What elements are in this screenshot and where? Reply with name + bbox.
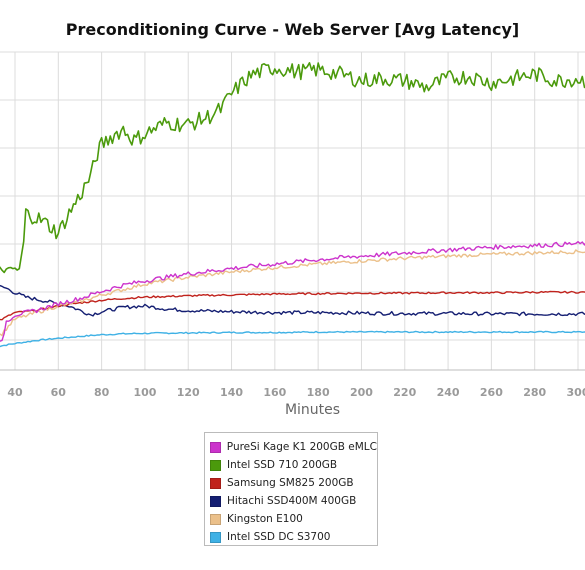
x-axis-title: Minutes bbox=[284, 402, 341, 418]
legend-label: Intel SSD DC S3700 bbox=[227, 531, 331, 543]
legend-item: Intel SSD DC S3700 bbox=[205, 528, 377, 546]
legend-swatch bbox=[210, 513, 221, 525]
legend-item: Hitachi SSD400M 400GB bbox=[205, 492, 377, 510]
legend-label: PureSi Kage K1 200GB eMLC bbox=[226, 441, 377, 453]
legend-item: Samsung SM825 200GB bbox=[205, 474, 377, 492]
legend-label: Samsung SM825 200GB bbox=[227, 477, 354, 489]
x-tick-label: 60 bbox=[51, 386, 67, 399]
x-tick-label: 160 bbox=[263, 386, 286, 399]
legend-swatch bbox=[210, 459, 221, 471]
legend-swatch bbox=[210, 477, 221, 489]
series-line-0 bbox=[0, 240, 585, 343]
x-tick-labels: 40 60 80 100 120 140 160 180 200 220 240 260 280 300 bbox=[7, 386, 585, 399]
x-tick-label: 140 bbox=[220, 386, 243, 399]
legend-item: PureSi Kage K1 200GB eMLC bbox=[205, 438, 377, 456]
legend-label: Intel SSD 710 200GB bbox=[227, 459, 338, 471]
x-tick-label: 180 bbox=[307, 386, 330, 399]
chart-title: Preconditioning Curve - Web Server [Avg … bbox=[65, 20, 520, 39]
x-tick-label: 80 bbox=[94, 386, 110, 399]
legend-label: Kingston E100 bbox=[227, 513, 303, 525]
x-tick-label: 200 bbox=[350, 386, 373, 399]
x-tick-label: 220 bbox=[393, 386, 416, 399]
legend-swatch bbox=[210, 441, 221, 453]
x-tick-label: 40 bbox=[7, 386, 23, 399]
series-line-5 bbox=[0, 330, 585, 348]
series-lines bbox=[0, 61, 585, 348]
x-tick-label: 280 bbox=[523, 386, 546, 399]
x-tick-label: 240 bbox=[437, 386, 460, 399]
legend-swatch bbox=[210, 531, 221, 543]
x-tick-label: 100 bbox=[133, 386, 156, 399]
series-line-1 bbox=[0, 61, 585, 274]
series-line-4 bbox=[0, 249, 585, 337]
x-tick-label: 120 bbox=[177, 386, 200, 399]
x-tick-label: 260 bbox=[480, 386, 503, 399]
legend-label: Hitachi SSD400M 400GB bbox=[227, 495, 357, 507]
series-line-3 bbox=[0, 284, 585, 317]
legend-swatch bbox=[210, 495, 221, 507]
grid-lines bbox=[0, 51, 585, 370]
legend: PureSi Kage K1 200GB eMLC Intel SSD 710 2… bbox=[204, 432, 378, 546]
legend-item: Intel SSD 710 200GB bbox=[205, 456, 377, 474]
x-tick-label: 300 bbox=[567, 386, 585, 399]
series-line-2 bbox=[0, 290, 585, 321]
legend-item: Kingston E100 bbox=[205, 510, 377, 528]
